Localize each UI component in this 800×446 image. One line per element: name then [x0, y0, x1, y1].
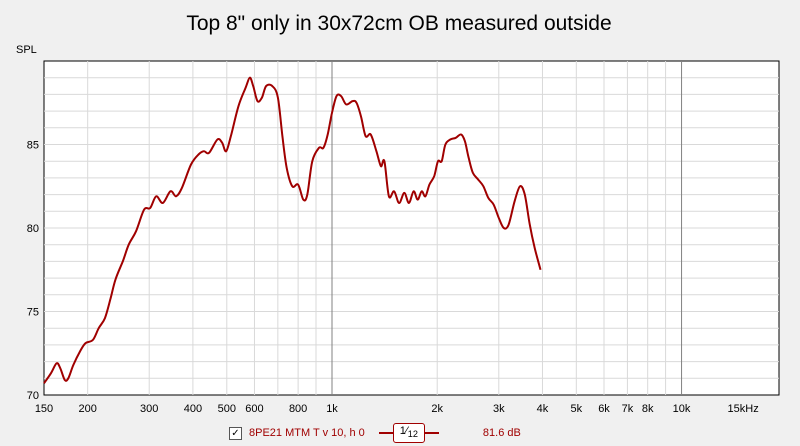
x-tick-label: 1k: [326, 403, 338, 415]
legend-line-swatch-right: [424, 432, 439, 434]
x-tick-label: 600: [245, 403, 263, 415]
smoothing-indicator[interactable]: 1⁄12: [378, 423, 439, 443]
legend: ✓ 8PE21 MTM T v 10, h 0 1⁄12 81.6 dB: [229, 423, 521, 443]
x-tick-label: 6k: [598, 403, 610, 415]
smoothing-numerator: 1: [399, 425, 406, 438]
x-tick-label: 8k: [642, 403, 654, 415]
level-readout: 81.6 dB: [482, 427, 521, 439]
x-tick-label: 300: [140, 403, 158, 415]
series-visibility-checkbox[interactable]: ✓: [229, 426, 242, 440]
x-tick-label: 15kHz: [728, 403, 759, 415]
x-tick-label: 10k: [673, 403, 691, 415]
y-tick-label: 75: [27, 307, 39, 319]
series-line[interactable]: [43, 76, 542, 384]
x-tick-labels: 150 200 300 400 500 600 800 1k 2k 3k 4k 5k 6k 7k 8k 10k…: [35, 403, 759, 415]
x-tick-label: 3k: [493, 403, 505, 415]
smoothing-separator: ⁄: [405, 425, 408, 438]
x-tick-label: 4k: [537, 403, 549, 415]
x-tick-label: 7k: [622, 403, 634, 415]
x-tick-label: 5k: [571, 403, 583, 415]
y-tick-labels: 70 75 80 85: [27, 140, 39, 403]
series-layer: [43, 76, 542, 384]
x-tick-label: 2k: [431, 403, 443, 415]
x-tick-label: 400: [184, 403, 202, 415]
legend-series-name[interactable]: 8PE21 MTM T v 10, h 0: [249, 427, 365, 439]
smoothing-denominator: 12: [407, 429, 418, 440]
x-tick-label: 500: [218, 403, 236, 415]
chart-title: Top 8" only in 30x72cm OB measured outsi…: [186, 12, 611, 35]
x-tick-label: 200: [78, 403, 96, 415]
y-tick-label: 85: [27, 140, 39, 152]
gridlines: [44, 61, 779, 395]
y-tick-label: 80: [27, 223, 39, 235]
y-axis-label: SPL: [16, 44, 37, 56]
legend-line-swatch-left: [378, 432, 393, 434]
smoothing-fraction: 1⁄12: [392, 423, 425, 443]
x-tick-label: 150: [35, 403, 53, 415]
y-tick-label: 70: [27, 390, 39, 402]
x-tick-label: 800: [289, 403, 307, 415]
